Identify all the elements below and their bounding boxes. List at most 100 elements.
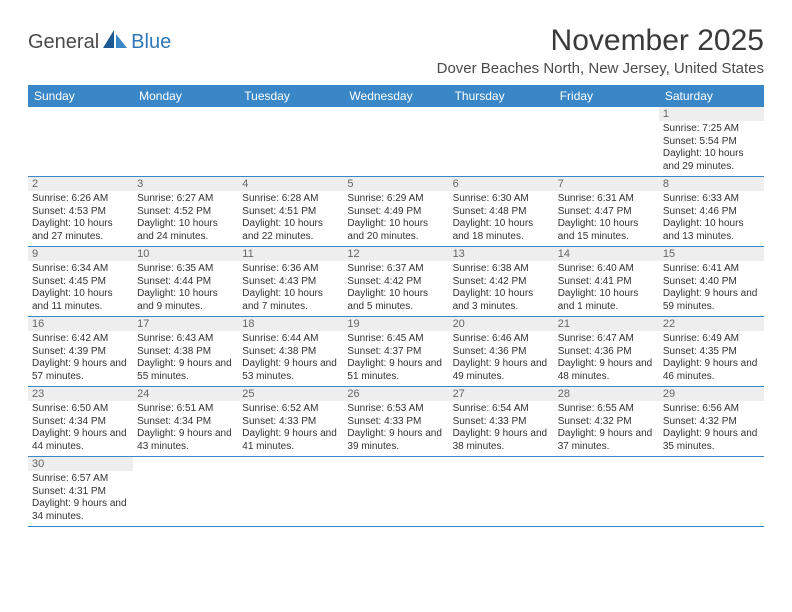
empty-cell [449,107,554,176]
day-cell: 12 Sunrise: 6:37 AMSunset: 4:42 PMDayligh… [343,247,448,316]
day-info: Sunrise: 6:29 AMSunset: 4:49 PMDaylight:… [347,193,444,243]
empty-cell [659,457,764,526]
day-number: 26 [343,387,448,401]
day-info: Sunrise: 6:31 AMSunset: 4:47 PMDaylight:… [558,193,655,243]
day-cell: 9 Sunrise: 6:34 AMSunset: 4:45 PMDaylight… [28,247,133,316]
day-number: 27 [449,387,554,401]
day-number: 13 [449,247,554,261]
day-number: 17 [133,317,238,331]
day-number: 25 [238,387,343,401]
day-cell: 6Sunrise: 6:30 AMSunset: 4:48 PMDaylight… [449,177,554,246]
day-number: 29 [659,387,764,401]
week-row: 1Sunrise: 7:25 AMSunset: 5:54 PMDaylight… [28,107,764,177]
day-info: Sunrise: 6:26 AMSunset: 4:53 PMDaylight:… [32,193,129,243]
day-info: Sunrise: 6:40 AMSunset: 4:41 PMDaylight:… [558,263,655,313]
empty-cell [133,457,238,526]
day-cell: 16 Sunrise: 6:42 AMSunset: 4:39 PMDayligh… [28,317,133,386]
day-header-tuesday: Tuesday [238,85,343,107]
empty-cell [238,457,343,526]
week-row: 30 Sunrise: 6:57 AMSunset: 4:31 PMDayligh… [28,457,764,527]
day-info: Sunrise: 6:51 AMSunset: 4:34 PMDaylight:… [137,403,234,453]
day-info: Sunrise: 6:27 AMSunset: 4:52 PMDaylight:… [137,193,234,243]
day-number: 20 [449,317,554,331]
day-number: 5 [343,177,448,191]
day-info: Sunrise: 6:36 AMSunset: 4:43 PMDaylight:… [242,263,339,313]
logo-text-blue: Blue [131,31,171,54]
day-number: 9 [28,247,133,261]
day-header-sunday: Sunday [28,85,133,107]
week-row: 9 Sunrise: 6:34 AMSunset: 4:45 PMDaylight… [28,247,764,317]
day-cell: 13 Sunrise: 6:38 AMSunset: 4:42 PMDayligh… [449,247,554,316]
day-info: Sunrise: 6:56 AMSunset: 4:32 PMDaylight:… [663,403,760,453]
day-info: Sunrise: 6:37 AMSunset: 4:42 PMDaylight:… [347,263,444,313]
day-cell: 24Sunrise: 6:51 AMSunset: 4:34 PMDayligh… [133,387,238,456]
day-info: Sunrise: 6:30 AMSunset: 4:48 PMDaylight:… [453,193,550,243]
day-info: Sunrise: 6:57 AMSunset: 4:31 PMDaylight:… [32,473,129,523]
empty-cell [343,457,448,526]
month-title: November 2025 [437,24,764,58]
day-number: 3 [133,177,238,191]
day-number: 16 [28,317,133,331]
sail-icon [103,30,129,55]
empty-cell [449,457,554,526]
day-info: Sunrise: 6:50 AMSunset: 4:34 PMDaylight:… [32,403,129,453]
day-number: 2 [28,177,133,191]
day-info: Sunrise: 6:53 AMSunset: 4:33 PMDaylight:… [347,403,444,453]
day-cell: 21Sunrise: 6:47 AMSunset: 4:36 PMDayligh… [554,317,659,386]
logo-text-general: General [28,31,99,54]
logo: General Blue [28,30,171,55]
day-cell: 15 Sunrise: 6:41 AMSunset: 4:40 PMDayligh… [659,247,764,316]
day-info: Sunrise: 6:41 AMSunset: 4:40 PMDaylight:… [663,263,760,313]
day-cell: 4 Sunrise: 6:28 AMSunset: 4:51 PMDaylight… [238,177,343,246]
weeks-container: 1Sunrise: 7:25 AMSunset: 5:54 PMDaylight… [28,107,764,527]
day-cell: 11Sunrise: 6:36 AMSunset: 4:43 PMDayligh… [238,247,343,316]
day-cell: 2 Sunrise: 6:26 AMSunset: 4:53 PMDaylight… [28,177,133,246]
day-info: Sunrise: 6:52 AMSunset: 4:33 PMDaylight:… [242,403,339,453]
day-header-monday: Monday [133,85,238,107]
week-row: 16 Sunrise: 6:42 AMSunset: 4:39 PMDayligh… [28,317,764,387]
day-info: Sunrise: 6:45 AMSunset: 4:37 PMDaylight:… [347,333,444,383]
day-number: 12 [343,247,448,261]
day-cell: 3 Sunrise: 6:27 AMSunset: 4:52 PMDaylight… [133,177,238,246]
day-header-row: Sunday Monday Tuesday Wednesday Thursday… [28,85,764,107]
day-header-thursday: Thursday [449,85,554,107]
day-info: Sunrise: 6:47 AMSunset: 4:36 PMDaylight:… [558,333,655,383]
day-number: 1 [659,107,764,121]
empty-cell [554,457,659,526]
day-number: 15 [659,247,764,261]
day-info: Sunrise: 6:44 AMSunset: 4:38 PMDaylight:… [242,333,339,383]
day-number: 22 [659,317,764,331]
location: Dover Beaches North, New Jersey, United … [437,60,764,77]
day-number: 18 [238,317,343,331]
week-row: 2 Sunrise: 6:26 AMSunset: 4:53 PMDaylight… [28,177,764,247]
day-cell: 14Sunrise: 6:40 AMSunset: 4:41 PMDayligh… [554,247,659,316]
day-cell: 19 Sunrise: 6:45 AMSunset: 4:37 PMDayligh… [343,317,448,386]
day-cell: 23 Sunrise: 6:50 AMSunset: 4:34 PMDayligh… [28,387,133,456]
day-cell: 17 Sunrise: 6:43 AMSunset: 4:38 PMDayligh… [133,317,238,386]
day-number: 23 [28,387,133,401]
day-info: Sunrise: 6:28 AMSunset: 4:51 PMDaylight:… [242,193,339,243]
day-info: Sunrise: 6:38 AMSunset: 4:42 PMDaylight:… [453,263,550,313]
day-info: Sunrise: 6:42 AMSunset: 4:39 PMDaylight:… [32,333,129,383]
day-info: Sunrise: 6:54 AMSunset: 4:33 PMDaylight:… [453,403,550,453]
empty-cell [238,107,343,176]
day-number: 7 [554,177,659,191]
day-number: 4 [238,177,343,191]
header: General Blue November 2025 Dover Beaches… [28,24,764,77]
day-info: Sunrise: 6:33 AMSunset: 4:46 PMDaylight:… [663,193,760,243]
day-cell: 29 Sunrise: 6:56 AMSunset: 4:32 PMDayligh… [659,387,764,456]
calendar-page: General Blue November 2025 Dover Beaches… [0,0,792,537]
title-block: November 2025 Dover Beaches North, New J… [437,24,764,77]
day-info: Sunrise: 6:34 AMSunset: 4:45 PMDaylight:… [32,263,129,313]
day-cell: 1Sunrise: 7:25 AMSunset: 5:54 PMDaylight… [659,107,764,176]
day-cell: 8Sunrise: 6:33 AMSunset: 4:46 PMDaylight… [659,177,764,246]
week-row: 23 Sunrise: 6:50 AMSunset: 4:34 PMDayligh… [28,387,764,457]
day-info: Sunrise: 6:49 AMSunset: 4:35 PMDaylight:… [663,333,760,383]
day-number: 30 [28,457,133,471]
day-cell: 10Sunrise: 6:35 AMSunset: 4:44 PMDayligh… [133,247,238,316]
day-info: Sunrise: 6:46 AMSunset: 4:36 PMDaylight:… [453,333,550,383]
day-number: 19 [343,317,448,331]
day-info: Sunrise: 6:43 AMSunset: 4:38 PMDaylight:… [137,333,234,383]
day-cell: 7 Sunrise: 6:31 AMSunset: 4:47 PMDaylight… [554,177,659,246]
day-cell: 30 Sunrise: 6:57 AMSunset: 4:31 PMDayligh… [28,457,133,526]
